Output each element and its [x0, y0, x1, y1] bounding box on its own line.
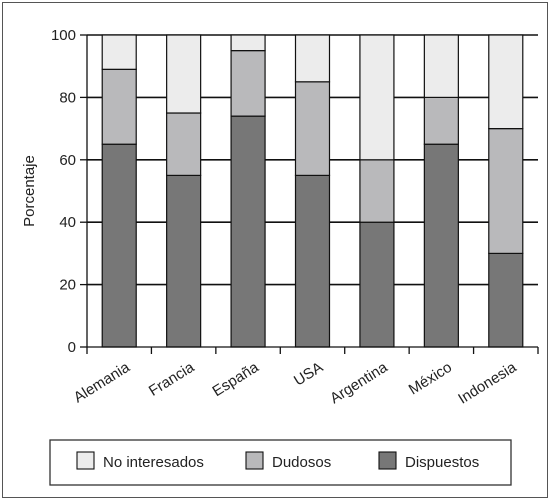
bar-segment-no-interesados: [101, 34, 137, 70]
bar-segment-dudosos: [166, 112, 202, 177]
y-axis-label: Porcentaje: [21, 155, 38, 227]
legend-swatch: [76, 451, 95, 470]
bar-segment-dispuestos: [423, 143, 459, 348]
bar-segment-dispuestos: [101, 143, 137, 348]
legend-label: Dispuestos: [405, 454, 479, 471]
bar-segment-no-interesados: [423, 34, 459, 99]
bar-segment-dispuestos: [230, 115, 266, 348]
bar-segment-dudosos: [423, 96, 459, 145]
bar-segment-dudosos: [101, 68, 137, 145]
bar-segment-dispuestos: [294, 174, 331, 348]
y-tick-label: 80: [59, 89, 76, 106]
y-tick-label: 100: [51, 27, 76, 44]
bar-segment-no-interesados: [359, 34, 395, 161]
bars: [101, 34, 524, 348]
legend-label: No interesados: [103, 454, 204, 471]
legend-swatch: [378, 451, 397, 470]
legend: No interesados Dudosos Dispuestos: [49, 439, 512, 486]
y-tick-label: 60: [59, 152, 76, 169]
bar-segment-dudosos: [359, 159, 395, 223]
legend-label: Dudosos: [272, 454, 331, 471]
bar-segment-dispuestos: [359, 221, 395, 348]
bar-segment-no-interesados: [166, 34, 202, 114]
x-tick-label: España: [210, 358, 263, 400]
bar-segment-dispuestos: [488, 252, 524, 348]
y-tick-label: 20: [59, 277, 76, 294]
bar-segment-no-interesados: [488, 34, 524, 130]
x-tick-label: Alemania: [71, 358, 134, 406]
bar-segment-no-interesados: [230, 34, 266, 52]
x-tick-label: Indonesia: [455, 358, 520, 407]
bar-segment-dudosos: [294, 81, 331, 177]
x-tick-label: Francia: [146, 358, 198, 399]
legend-swatch: [245, 451, 264, 470]
bar-segment-no-interesados: [294, 34, 331, 83]
bar-segment-dudosos: [230, 49, 266, 117]
bar-segment-dispuestos: [166, 174, 202, 348]
chart-frame: [2, 2, 548, 498]
y-tick-label: 40: [59, 214, 76, 231]
legend-box: [49, 439, 512, 486]
x-tick-label: Argentina: [327, 358, 391, 407]
y-tick-label: 0: [68, 339, 76, 356]
bar-segment-dudosos: [488, 128, 524, 255]
x-tick-label: México: [406, 359, 455, 399]
x-tick-label: USA: [291, 359, 326, 390]
